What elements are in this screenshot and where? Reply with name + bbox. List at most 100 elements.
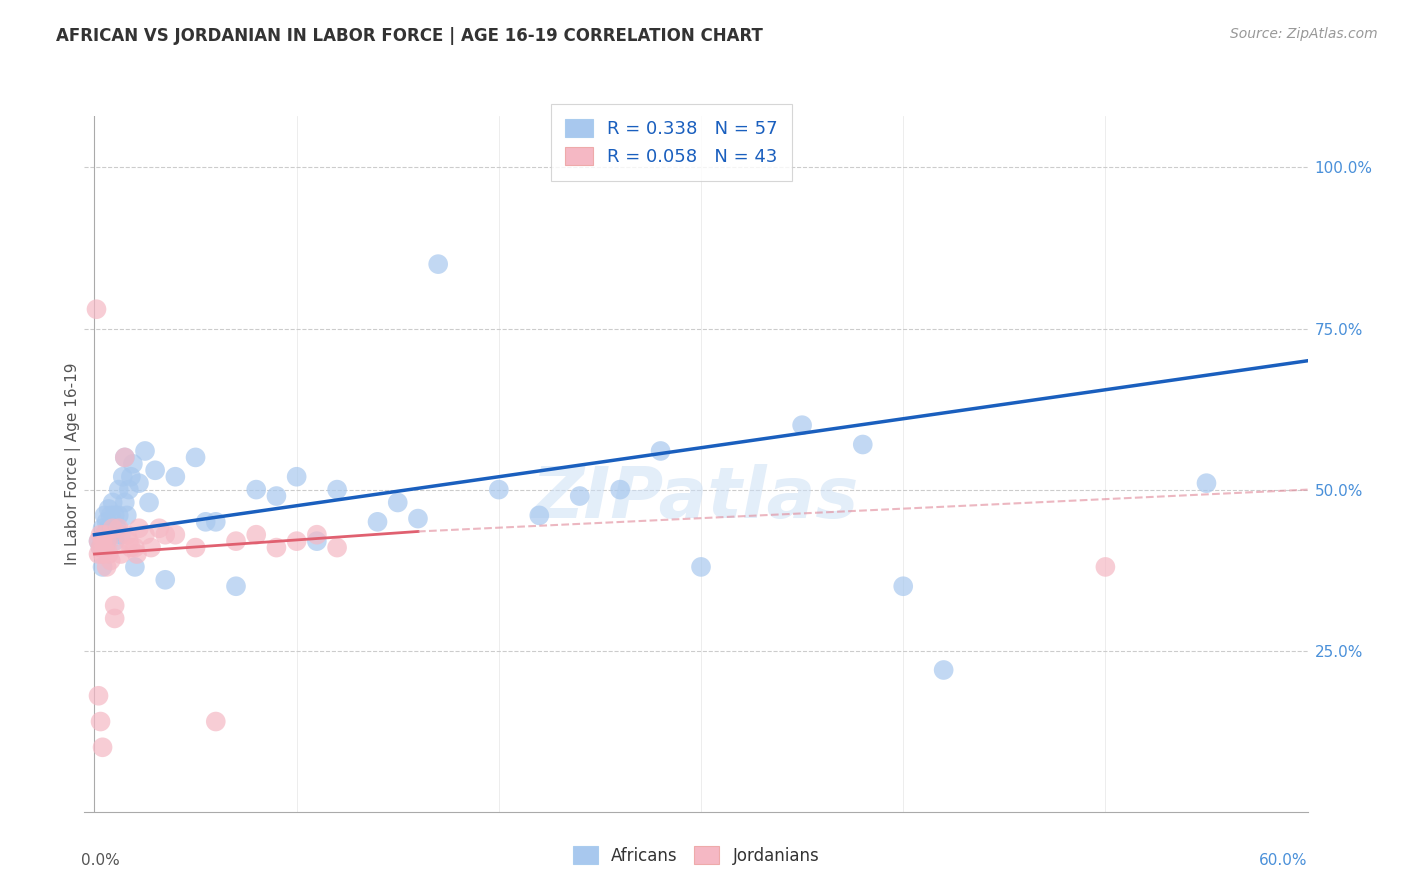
Point xyxy=(204,515,226,529)
Point xyxy=(90,714,112,729)
Point xyxy=(105,521,128,535)
Point xyxy=(100,508,122,523)
Text: Source: ZipAtlas.com: Source: ZipAtlas.com xyxy=(1230,27,1378,41)
Point xyxy=(114,450,136,465)
Y-axis label: In Labor Force | Age 16-19: In Labor Force | Age 16-19 xyxy=(65,362,82,566)
Point xyxy=(305,534,328,549)
Point xyxy=(932,663,955,677)
Point xyxy=(225,579,247,593)
Point xyxy=(184,541,207,555)
Point xyxy=(90,527,112,541)
Point xyxy=(852,437,875,451)
Point xyxy=(90,541,112,555)
Point xyxy=(93,541,115,555)
Point xyxy=(93,527,115,541)
Text: AFRICAN VS JORDANIAN IN LABOR FORCE | AGE 16-19 CORRELATION CHART: AFRICAN VS JORDANIAN IN LABOR FORCE | AG… xyxy=(56,27,763,45)
Point xyxy=(91,534,114,549)
Point xyxy=(101,521,124,535)
Point xyxy=(110,547,132,561)
Point xyxy=(120,541,142,555)
Point xyxy=(97,521,120,535)
Point xyxy=(690,560,713,574)
Point xyxy=(104,611,127,625)
Point xyxy=(138,495,160,509)
Point xyxy=(115,508,138,523)
Point xyxy=(165,527,187,541)
Point xyxy=(1094,560,1116,574)
Point xyxy=(245,527,267,541)
Point xyxy=(107,483,129,497)
Point xyxy=(118,534,141,549)
Point xyxy=(1195,476,1218,491)
Point xyxy=(107,521,129,535)
Point xyxy=(86,302,108,317)
Point xyxy=(122,457,145,471)
Point xyxy=(650,444,672,458)
Point xyxy=(125,547,148,561)
Point xyxy=(326,483,349,497)
Point xyxy=(155,573,177,587)
Point xyxy=(128,521,150,535)
Point xyxy=(111,469,134,483)
Point xyxy=(91,740,114,755)
Text: 0.0%: 0.0% xyxy=(80,854,120,869)
Point xyxy=(134,527,156,541)
Legend: Africans, Jordanians: Africans, Jordanians xyxy=(564,838,828,873)
Point xyxy=(790,418,813,433)
Point xyxy=(285,469,308,483)
Point xyxy=(155,527,177,541)
Point xyxy=(114,495,136,509)
Point xyxy=(245,483,267,497)
Text: 60.0%: 60.0% xyxy=(1260,854,1308,869)
Point xyxy=(96,515,118,529)
Point xyxy=(266,541,288,555)
Point xyxy=(143,463,166,477)
Point xyxy=(568,489,591,503)
Point xyxy=(97,547,120,561)
Point xyxy=(87,534,110,549)
Point xyxy=(87,547,110,561)
Point xyxy=(387,495,409,509)
Point xyxy=(326,541,349,555)
Point xyxy=(184,450,207,465)
Point xyxy=(104,534,127,549)
Point xyxy=(266,489,288,503)
Point xyxy=(204,714,226,729)
Point xyxy=(124,560,146,574)
Point xyxy=(139,541,162,555)
Point xyxy=(118,483,141,497)
Point xyxy=(93,508,115,523)
Point xyxy=(114,450,136,465)
Point xyxy=(529,508,551,523)
Point xyxy=(427,257,450,271)
Point xyxy=(87,689,110,703)
Point xyxy=(128,476,150,491)
Point xyxy=(97,502,120,516)
Point xyxy=(100,553,122,567)
Point xyxy=(305,527,328,541)
Point xyxy=(488,483,510,497)
Point xyxy=(225,534,247,549)
Point xyxy=(87,534,110,549)
Text: ZIPatlas: ZIPatlas xyxy=(533,464,859,533)
Point xyxy=(97,534,120,549)
Point xyxy=(96,534,118,549)
Point xyxy=(93,527,115,541)
Point xyxy=(100,527,122,541)
Point xyxy=(134,444,156,458)
Point xyxy=(101,495,124,509)
Point xyxy=(891,579,914,593)
Point xyxy=(120,469,142,483)
Point xyxy=(91,547,114,561)
Point xyxy=(104,599,127,613)
Point xyxy=(115,527,138,541)
Point xyxy=(124,541,146,555)
Point xyxy=(107,508,129,523)
Point xyxy=(406,511,429,525)
Point xyxy=(110,527,132,541)
Point xyxy=(96,560,118,574)
Point xyxy=(96,534,118,549)
Point xyxy=(165,469,187,483)
Point xyxy=(91,521,114,535)
Point xyxy=(194,515,217,529)
